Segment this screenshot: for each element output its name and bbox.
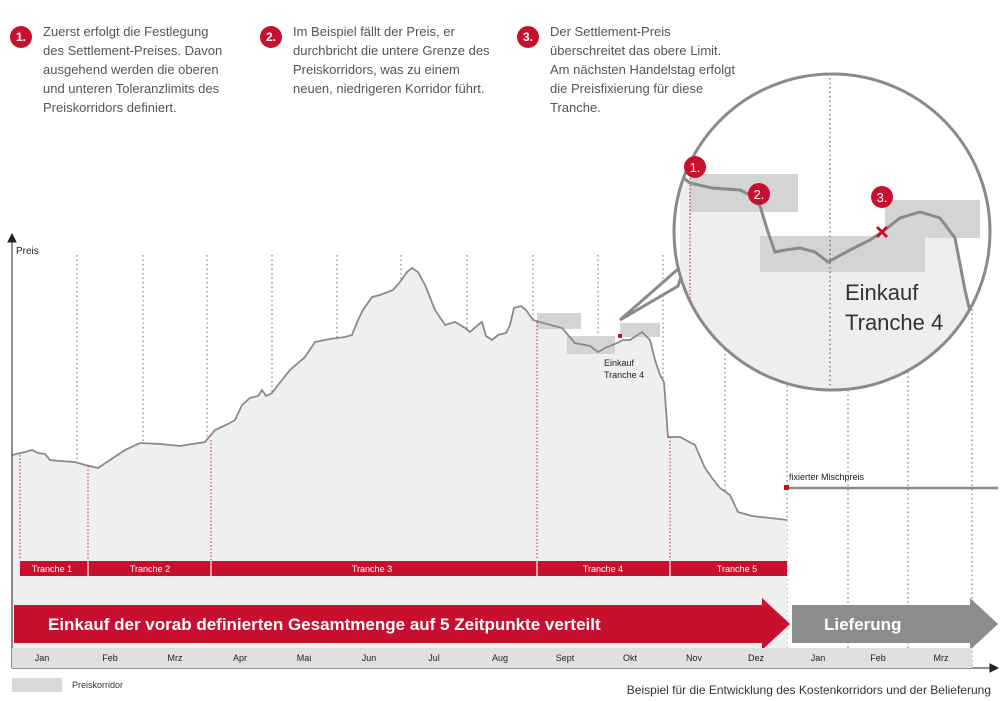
- legend-swatch: [12, 678, 62, 692]
- tranche-1-label: Tranche 1: [32, 564, 72, 574]
- month-label: Sept: [556, 653, 575, 663]
- tranche-2-label: Tranche 2: [130, 564, 170, 574]
- zoom-label-tranche: Tranche 4: [845, 310, 943, 335]
- step-number-badge: 3.: [517, 26, 539, 48]
- delivery-arrow-label: Lieferung: [824, 615, 901, 634]
- step-number-badge: 2.: [260, 26, 282, 48]
- month-label: Okt: [623, 653, 638, 663]
- month-label: Mai: [297, 653, 312, 663]
- purchase-arrow: [14, 598, 790, 650]
- legend-label: Preiskorridor: [72, 680, 124, 690]
- month-label: Jan: [35, 653, 50, 663]
- step-text: Zuerst erfolgt die Festlegung des Settle…: [43, 24, 223, 115]
- tranche-4-label: Tranche 4: [583, 564, 623, 574]
- figure-caption: Beispiel für die Entwicklung des Kostenk…: [626, 683, 991, 697]
- zoom-circle: 1. 2. 3. Einkauf Tranche 4: [672, 72, 992, 392]
- tranche-bar: Tranche 1 Tranche 2 Tranche 3 Tranche 4 …: [20, 561, 787, 576]
- month-labels: Jan Feb Mrz Apr Mai Jun Jul Aug Sept Okt…: [35, 653, 949, 663]
- month-label: Jun: [362, 653, 377, 663]
- month-label: Jan: [811, 653, 826, 663]
- tranche-5-label: Tranche 5: [717, 564, 757, 574]
- month-label: Mrz: [934, 653, 949, 663]
- fix-point-cross-icon: [875, 225, 889, 239]
- zoom-price-line: [679, 173, 974, 321]
- month-label: Mrz: [168, 653, 183, 663]
- month-strip: [12, 648, 972, 668]
- legend: Preiskorridor: [12, 678, 123, 692]
- step-text: Im Beispiel fällt der Preis, er durchbri…: [293, 24, 490, 96]
- month-label: Apr: [233, 653, 247, 663]
- month-label: Feb: [870, 653, 886, 663]
- delivery-arrow: [792, 598, 998, 650]
- month-label: Dez: [748, 653, 765, 663]
- month-label: Nov: [686, 653, 703, 663]
- tranche-3-label: Tranche 3: [352, 564, 392, 574]
- price-line: [11, 266, 788, 521]
- purchase-arrow-label: Einkauf der vorab definierten Gesamtmeng…: [48, 615, 601, 634]
- step-number-badge: 1.: [10, 26, 32, 48]
- purchase-label-small-tranche: Tranche 4: [604, 370, 644, 380]
- month-label: Aug: [492, 653, 508, 663]
- step-text: Der Settlement-Preis überschreitet das o…: [550, 24, 735, 115]
- purchase-label-small: Einkauf: [604, 358, 635, 368]
- fix-point-small: [618, 334, 622, 338]
- month-label: Jul: [428, 653, 440, 663]
- mixed-price-label: fixierter Mischpreis: [789, 472, 865, 482]
- mixed-price-dot: [784, 485, 789, 490]
- zoom-marker-3: 3.: [877, 190, 888, 205]
- zoom-pointer: [619, 257, 690, 322]
- tranche-markers: [19, 322, 671, 560]
- zoom-marker-1: 1.: [690, 160, 701, 175]
- month-label: Feb: [102, 653, 118, 663]
- zoom-marker-2: 2.: [754, 187, 765, 202]
- zoom-label-purchase: Einkauf: [845, 280, 919, 305]
- y-axis-label: Preis: [16, 246, 39, 257]
